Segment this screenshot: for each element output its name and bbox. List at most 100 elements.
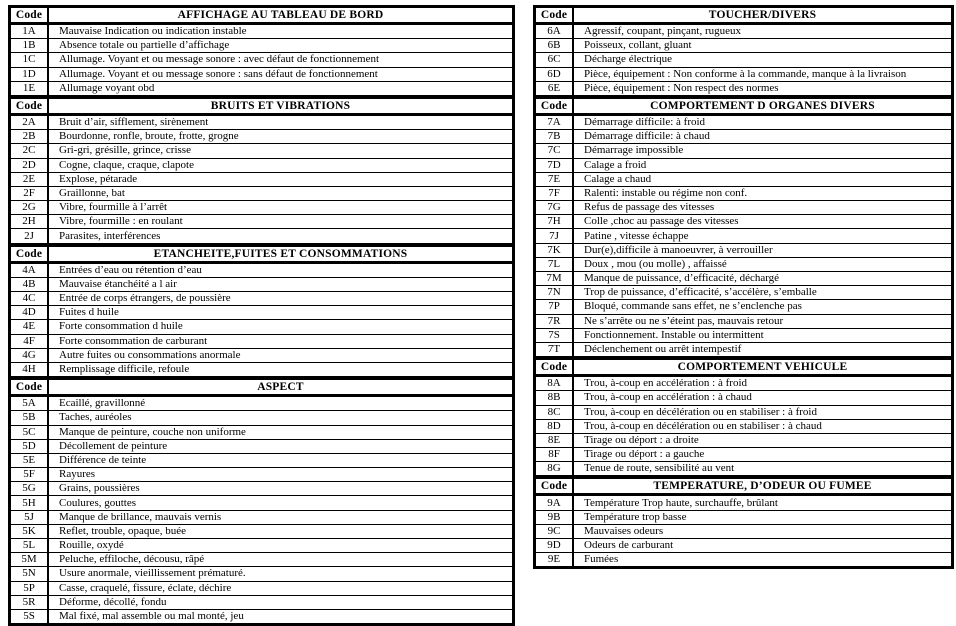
code-cell: 1D xyxy=(11,67,49,81)
table-row: 9D Odeurs de carburant xyxy=(536,539,951,554)
code-cell: 7H xyxy=(536,215,574,229)
table-row: 8F Tirage ou déport : a gauche xyxy=(536,448,951,463)
description-cell: Mauvaise Indication ou indication instab… xyxy=(59,25,247,38)
table-row: 7L Doux , mou (ou molle) , affaissé xyxy=(536,257,951,272)
table-row: 7S Fonctionnement. Instable ou intermitte… xyxy=(536,328,951,343)
table-row: 7N Trop de puissance, d’efficacité, s’acc… xyxy=(536,286,951,301)
table-row: 6E Pièce, équipement : Non respect des no… xyxy=(536,81,951,96)
code-cell: 8A xyxy=(536,377,574,391)
description-cell: Allumage voyant obd xyxy=(59,81,155,94)
section-header-row: Code TOUCHER/DIVERS xyxy=(536,8,951,25)
description-cell: Allumage. Voyant et ou message sonore : … xyxy=(59,67,378,80)
code-cell: 4B xyxy=(11,277,49,291)
code-cell: 7C xyxy=(536,144,574,158)
description-cell: Calage a froid xyxy=(584,158,647,171)
description-cell: Tirage ou déport : a gauche xyxy=(584,448,705,461)
description-cell: Ne s’arrête ou ne s’éteint pas, mauvais … xyxy=(584,314,784,327)
table-row: 4A Entrées d’eau ou rétention d’eau xyxy=(11,263,512,278)
code-cell: 7R xyxy=(536,314,574,328)
description-cell: Démarrage difficile: à chaud xyxy=(584,130,710,143)
description-cell: Colle ,choc au passage des vitesses xyxy=(584,215,739,228)
code-cell: 4D xyxy=(11,306,49,320)
code-cell: 6D xyxy=(536,67,574,81)
description-cell: Température Trop haute, surchauffe, brûl… xyxy=(584,496,778,509)
code-cell: 5L xyxy=(11,539,49,553)
code-cell: 5H xyxy=(11,496,49,510)
code-cell: 7M xyxy=(536,272,574,286)
code-cell: 8F xyxy=(536,448,574,462)
table-row: 9C Mauvaises odeurs xyxy=(536,524,951,539)
description-cell: Graillonne, bat xyxy=(59,186,125,199)
code-cell: 9E xyxy=(536,553,574,567)
table-row: 5K Reflet, trouble, opaque, buée xyxy=(11,524,512,539)
code-cell: 1A xyxy=(11,25,49,39)
table-row: 5C Manque de peinture, couche non uniform… xyxy=(11,425,512,440)
code-column-header: Code xyxy=(536,8,574,22)
description-cell: Vibre, fourmille : en roulant xyxy=(59,215,183,228)
code-cell: 2J xyxy=(11,229,49,243)
code-cell: 5J xyxy=(11,510,49,524)
table-row: 5L Rouille, oxydé xyxy=(11,539,512,554)
description-cell: Fonctionnement. Instable ou intermittent xyxy=(584,328,764,341)
table-row: 5M Peluche, effiloche, décousu, râpé xyxy=(11,553,512,568)
table-row: 5P Casse, craquelé, fissure, éclate, déch… xyxy=(11,581,512,596)
description-cell: Démarrage impossible xyxy=(584,144,684,157)
table-row: 6B Poisseux, collant, gluant xyxy=(536,39,951,54)
code-cell: 4G xyxy=(11,348,49,362)
description-cell: Casse, craquelé, fissure, éclate, déchir… xyxy=(59,581,232,594)
table-row: 7T Déclenchement ou arrêt intempestif xyxy=(536,342,951,358)
table-row: 4B Mauvaise étanchéité a l air xyxy=(11,277,512,292)
code-cell: 9B xyxy=(536,510,574,524)
table-row: 7M Manque de puissance, d’efficacité, déc… xyxy=(536,272,951,287)
description-cell: Grains, poussières xyxy=(59,482,140,495)
description-cell: Coulures, gouttes xyxy=(59,496,136,509)
table-row: 5A Ecaillé, gravillonné xyxy=(11,397,512,412)
code-cell: 2A xyxy=(11,115,49,130)
code-cell: 7S xyxy=(536,328,574,342)
table-row: 9B Température trop basse xyxy=(536,510,951,525)
table-row: 5B Taches, auréoles xyxy=(11,411,512,426)
code-cell: 7F xyxy=(536,186,574,201)
description-cell: Trop de puissance, d’efficacité, s’accél… xyxy=(584,286,817,299)
description-cell: Gri-gri, grésille, grince, crisse xyxy=(59,144,191,157)
table-row: 2J Parasites, interférences xyxy=(11,229,512,244)
description-cell: Odeurs de carburant xyxy=(584,539,674,552)
code-cell: 7J xyxy=(536,229,574,243)
code-cell: 9D xyxy=(536,539,574,553)
description-cell: Allumage. Voyant et ou message sonore : … xyxy=(59,53,380,66)
table-row: 2A Bruit d’air, sifflement, sirènement xyxy=(11,115,512,131)
code-cell: 5F xyxy=(11,468,49,482)
code-cell: 8E xyxy=(536,433,574,448)
table-row: 6C Décharge électrique xyxy=(536,53,951,68)
fault-code-table-right: Code TOUCHER/DIVERS 6A Agressif, coupant, p… xyxy=(533,5,954,570)
section-title: ASPECT xyxy=(257,381,304,394)
table-row: 8B Trou, à-coup en accélération : à chaud xyxy=(536,391,951,406)
table-row: 5H Coulures, gouttes xyxy=(11,496,512,511)
description-cell: Mauvaises odeurs xyxy=(584,524,664,537)
description-cell: Manque de peinture, couche non uniforme xyxy=(59,425,246,438)
table-row: 8A Trou, à-coup en accélération : à froid xyxy=(536,377,951,392)
section-title: COMPORTEMENT D ORGANES DIVERS xyxy=(650,99,875,112)
description-cell: Reflet, trouble, opaque, buée xyxy=(59,524,187,537)
code-cell: 2F xyxy=(11,186,49,201)
code-column-header: Code xyxy=(536,98,574,113)
table-row: 6A Agressif, coupant, pinçant, rugueux xyxy=(536,25,951,40)
code-cell: 2D xyxy=(11,158,49,172)
section-header-row: Code COMPORTEMENT D ORGANES DIVERS xyxy=(536,95,951,116)
description-cell: Trou, à-coup en décélération ou en stabi… xyxy=(584,405,817,418)
code-cell: 6E xyxy=(536,81,574,95)
code-cell: 7P xyxy=(536,300,574,314)
description-cell: Absence totale ou partielle d’affichage xyxy=(59,39,230,52)
table-row: 7A Démarrage difficile: à froid xyxy=(536,115,951,131)
code-column-header: Code xyxy=(536,479,574,494)
code-column-header: Code xyxy=(11,246,49,261)
description-cell: Bruit d’air, sifflement, sirènement xyxy=(59,116,209,129)
section-title: TOUCHER/DIVERS xyxy=(708,9,817,21)
table-row: 4G Autre fuites ou consommations anormale xyxy=(11,348,512,363)
description-cell: Pièce, équipement : Non conforme à la co… xyxy=(584,67,907,80)
description-cell: Bourdonne, ronfle, broute, frotte, grogn… xyxy=(59,130,239,143)
description-cell: Calage a chaud xyxy=(584,172,652,185)
description-cell: Rayures xyxy=(59,468,96,481)
table-row: 8E Tirage ou déport : a droite xyxy=(536,433,951,449)
